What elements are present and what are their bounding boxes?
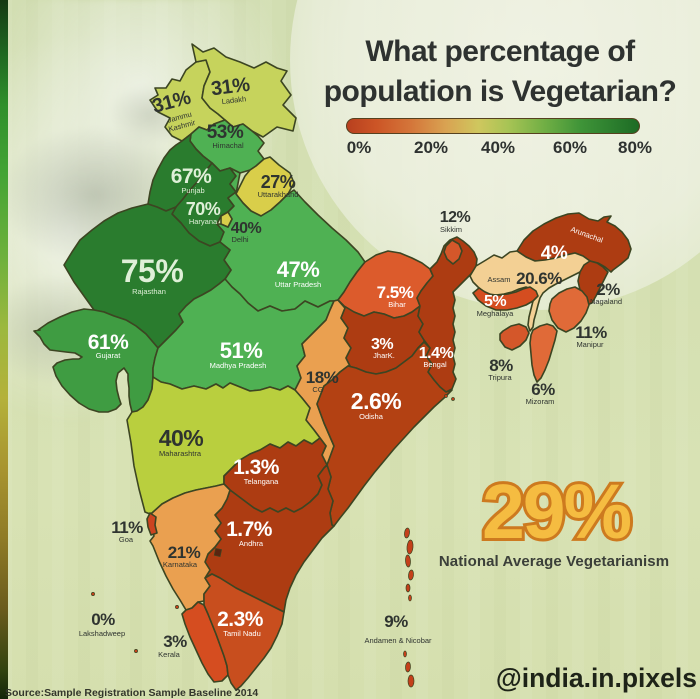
svg-text:Karnataka: Karnataka: [163, 560, 198, 569]
svg-text:Manipur: Manipur: [576, 340, 604, 349]
svg-text:31%: 31%: [210, 74, 252, 101]
svg-text:70%: 70%: [186, 199, 221, 219]
svg-text:27%: 27%: [261, 172, 296, 192]
svg-text:40%: 40%: [231, 220, 262, 237]
svg-text:Bengal: Bengal: [423, 360, 447, 369]
svg-text:Punjab: Punjab: [181, 186, 204, 195]
svg-text:7.5%: 7.5%: [377, 283, 414, 302]
svg-text:Gujarat: Gujarat: [96, 351, 122, 360]
svg-text:1.7%: 1.7%: [226, 518, 273, 541]
svg-text:51%: 51%: [220, 338, 263, 363]
svg-text:JharK.: JharK.: [373, 351, 395, 360]
svg-text:75%: 75%: [121, 253, 184, 289]
svg-text:Goa: Goa: [119, 535, 134, 544]
svg-text:40%: 40%: [159, 425, 204, 451]
svg-text:Delhi: Delhi: [231, 235, 248, 244]
svg-text:Haryana: Haryana: [189, 217, 218, 226]
svg-text:11%: 11%: [111, 518, 143, 537]
svg-text:Uttarakhand: Uttarakhand: [258, 190, 299, 199]
svg-text:20.6%: 20.6%: [516, 269, 562, 288]
svg-text:61%: 61%: [88, 331, 129, 354]
svg-text:21%: 21%: [168, 543, 201, 562]
svg-text:47%: 47%: [277, 257, 320, 282]
svg-text:Tripura: Tripura: [488, 373, 512, 382]
svg-text:1.4%: 1.4%: [419, 345, 454, 362]
svg-text:Sikkim: Sikkim: [440, 225, 462, 234]
svg-text:Mizoram: Mizoram: [526, 397, 555, 406]
svg-text:Nagaland: Nagaland: [590, 297, 622, 306]
svg-text:8%: 8%: [489, 356, 513, 375]
svg-text:3%: 3%: [371, 336, 393, 353]
svg-text:Tamil Nadu: Tamil Nadu: [223, 629, 261, 638]
svg-text:Assam: Assam: [488, 275, 511, 284]
svg-text:Andamen & Nicobar: Andamen & Nicobar: [364, 636, 432, 645]
svg-text:2%: 2%: [596, 280, 620, 299]
svg-text:Maharashtra: Maharashtra: [159, 449, 202, 458]
svg-text:Meghalaya: Meghalaya: [477, 309, 515, 318]
svg-text:4%: 4%: [541, 243, 568, 264]
svg-text:53%: 53%: [207, 122, 244, 143]
svg-text:Telangana: Telangana: [244, 477, 279, 486]
svg-text:Kerala: Kerala: [158, 650, 181, 659]
svg-text:CG: CG: [312, 385, 323, 394]
svg-text:9%: 9%: [384, 612, 408, 631]
svg-text:6%: 6%: [531, 380, 555, 399]
svg-text:Andhra: Andhra: [239, 539, 264, 548]
svg-text:Madhya Pradesh: Madhya Pradesh: [210, 361, 267, 370]
svg-text:Uttar Pradesh: Uttar Pradesh: [275, 280, 321, 289]
svg-text:Himachal: Himachal: [212, 141, 244, 150]
svg-text:2.3%: 2.3%: [217, 608, 264, 631]
svg-text:18%: 18%: [306, 368, 339, 387]
svg-text:5%: 5%: [484, 293, 506, 310]
svg-text:3%: 3%: [163, 632, 187, 651]
svg-text:11%: 11%: [575, 323, 607, 342]
svg-text:0%: 0%: [91, 610, 115, 629]
svg-text:Bihar: Bihar: [388, 300, 406, 309]
svg-text:Rajasthan: Rajasthan: [132, 287, 166, 296]
svg-text:67%: 67%: [171, 165, 212, 188]
svg-text:Ladakh: Ladakh: [221, 94, 247, 106]
svg-text:1.3%: 1.3%: [233, 456, 280, 479]
svg-text:Odisha: Odisha: [359, 412, 384, 421]
svg-text:12%: 12%: [440, 209, 471, 226]
svg-text:2.6%: 2.6%: [351, 388, 401, 414]
svg-text:Lakshadweep: Lakshadweep: [79, 629, 125, 638]
